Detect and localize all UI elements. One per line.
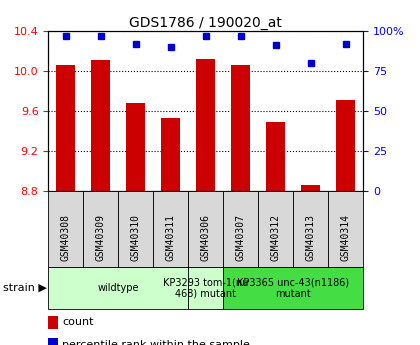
Bar — [293, 191, 328, 267]
Title: GDS1786 / 190020_at: GDS1786 / 190020_at — [129, 16, 282, 30]
Bar — [126, 103, 145, 191]
Bar — [223, 191, 258, 267]
Text: GSM40312: GSM40312 — [271, 214, 281, 261]
Text: KP3365 unc-43(n1186)
mutant: KP3365 unc-43(n1186) mutant — [237, 277, 349, 299]
Bar — [188, 191, 223, 267]
Bar — [196, 59, 215, 191]
Text: GSM40310: GSM40310 — [131, 214, 141, 261]
Bar — [258, 191, 293, 267]
Text: GSM40311: GSM40311 — [166, 214, 176, 261]
Bar — [83, 191, 118, 267]
Text: GSM40309: GSM40309 — [96, 214, 106, 261]
Bar — [188, 267, 223, 309]
Bar — [301, 186, 320, 191]
Text: count: count — [63, 317, 94, 327]
Bar — [118, 191, 153, 267]
Bar — [153, 191, 188, 267]
Text: strain ▶: strain ▶ — [3, 283, 47, 293]
Bar — [336, 100, 355, 191]
Text: GSM40307: GSM40307 — [236, 214, 246, 261]
Bar — [48, 191, 83, 267]
Text: GSM40314: GSM40314 — [341, 214, 351, 261]
Text: KP3293 tom-1(nu
468) mutant: KP3293 tom-1(nu 468) mutant — [163, 277, 249, 299]
Bar — [56, 65, 76, 191]
Bar — [328, 191, 363, 267]
Text: GSM40313: GSM40313 — [306, 214, 316, 261]
Bar — [48, 267, 188, 309]
Bar — [266, 122, 286, 191]
Bar — [223, 267, 363, 309]
Text: percentile rank within the sample: percentile rank within the sample — [63, 340, 250, 345]
Bar — [231, 65, 250, 191]
Bar — [48, 315, 58, 329]
Text: wildtype: wildtype — [97, 283, 139, 293]
Text: GSM40308: GSM40308 — [61, 214, 71, 261]
Bar — [48, 338, 58, 345]
Bar — [91, 60, 110, 191]
Text: GSM40306: GSM40306 — [201, 214, 211, 261]
Bar — [161, 118, 181, 191]
